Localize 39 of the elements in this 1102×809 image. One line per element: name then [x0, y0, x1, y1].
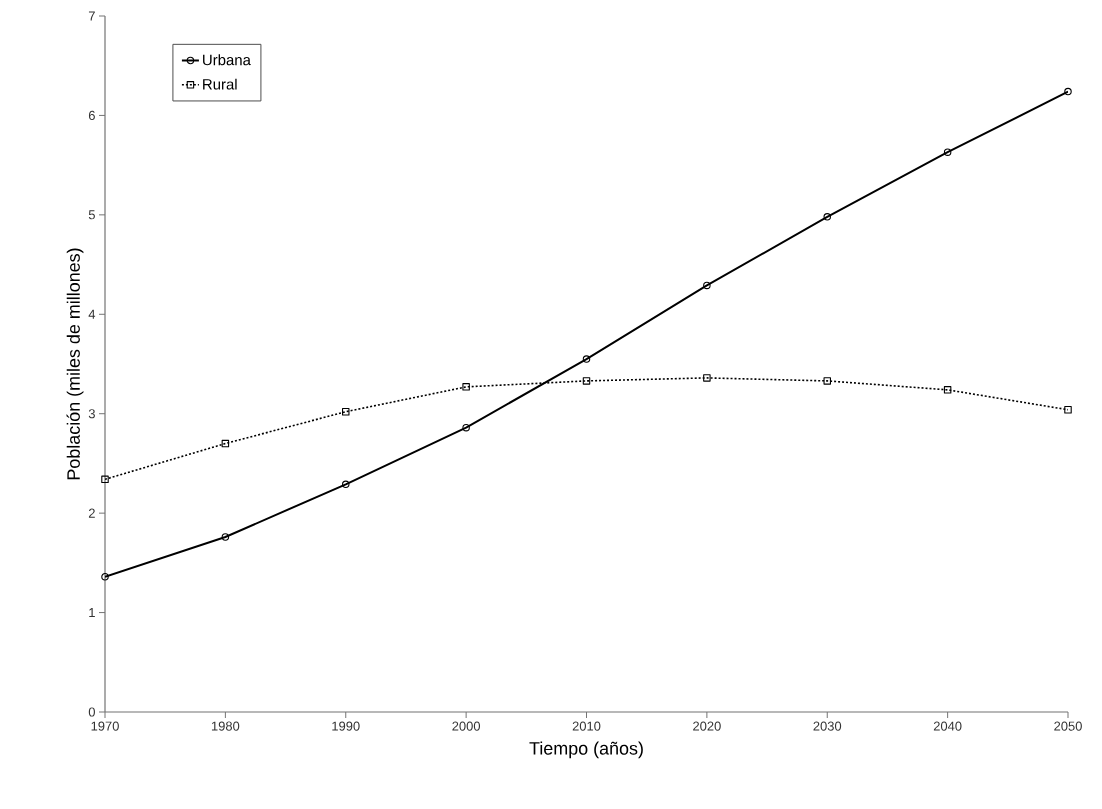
x-tick-label: 2050: [1054, 721, 1082, 731]
point: [101, 475, 109, 484]
y-tick-label: 2: [88, 508, 95, 518]
point: [823, 377, 831, 385]
y-tick-label: 7: [88, 11, 95, 21]
x-tick-label: 2020: [693, 721, 721, 731]
point: [582, 377, 591, 385]
x-axis-title: Tiempo (años): [529, 741, 643, 759]
point: [703, 374, 711, 382]
point: [703, 281, 711, 290]
y-tick-label: 0: [88, 707, 95, 717]
y-tick-label: 4: [88, 309, 96, 319]
point: [462, 423, 470, 432]
point: [823, 213, 831, 221]
point: [943, 386, 952, 394]
x-tick-label: 2040: [933, 721, 962, 731]
y-tick-label: 3: [88, 409, 95, 419]
point: [462, 383, 470, 391]
point: [342, 480, 350, 489]
y-tick-label: 6: [88, 110, 95, 121]
x-tick-label: 1970: [91, 721, 119, 731]
x-tick-label: 2000: [452, 721, 481, 731]
x-tick-label: 1980: [211, 721, 240, 731]
point: [1064, 405, 1072, 414]
y-tick-label: 5: [88, 210, 95, 220]
legend-label: Rural: [203, 78, 237, 90]
x-tick-label: 2010: [572, 721, 601, 731]
point: [342, 407, 350, 416]
y-axis-title: Población (miles de millones): [66, 248, 84, 480]
y-tick-label: 1: [89, 608, 95, 618]
point: [943, 148, 952, 156]
point: [221, 533, 230, 541]
x-tick-label: 2030: [813, 721, 842, 731]
point: [221, 439, 230, 448]
x-tick-label: 1990: [332, 721, 360, 731]
point: [582, 355, 591, 363]
legend-label: Urbana: [203, 54, 251, 66]
point: [101, 573, 109, 581]
point: [1064, 87, 1072, 96]
